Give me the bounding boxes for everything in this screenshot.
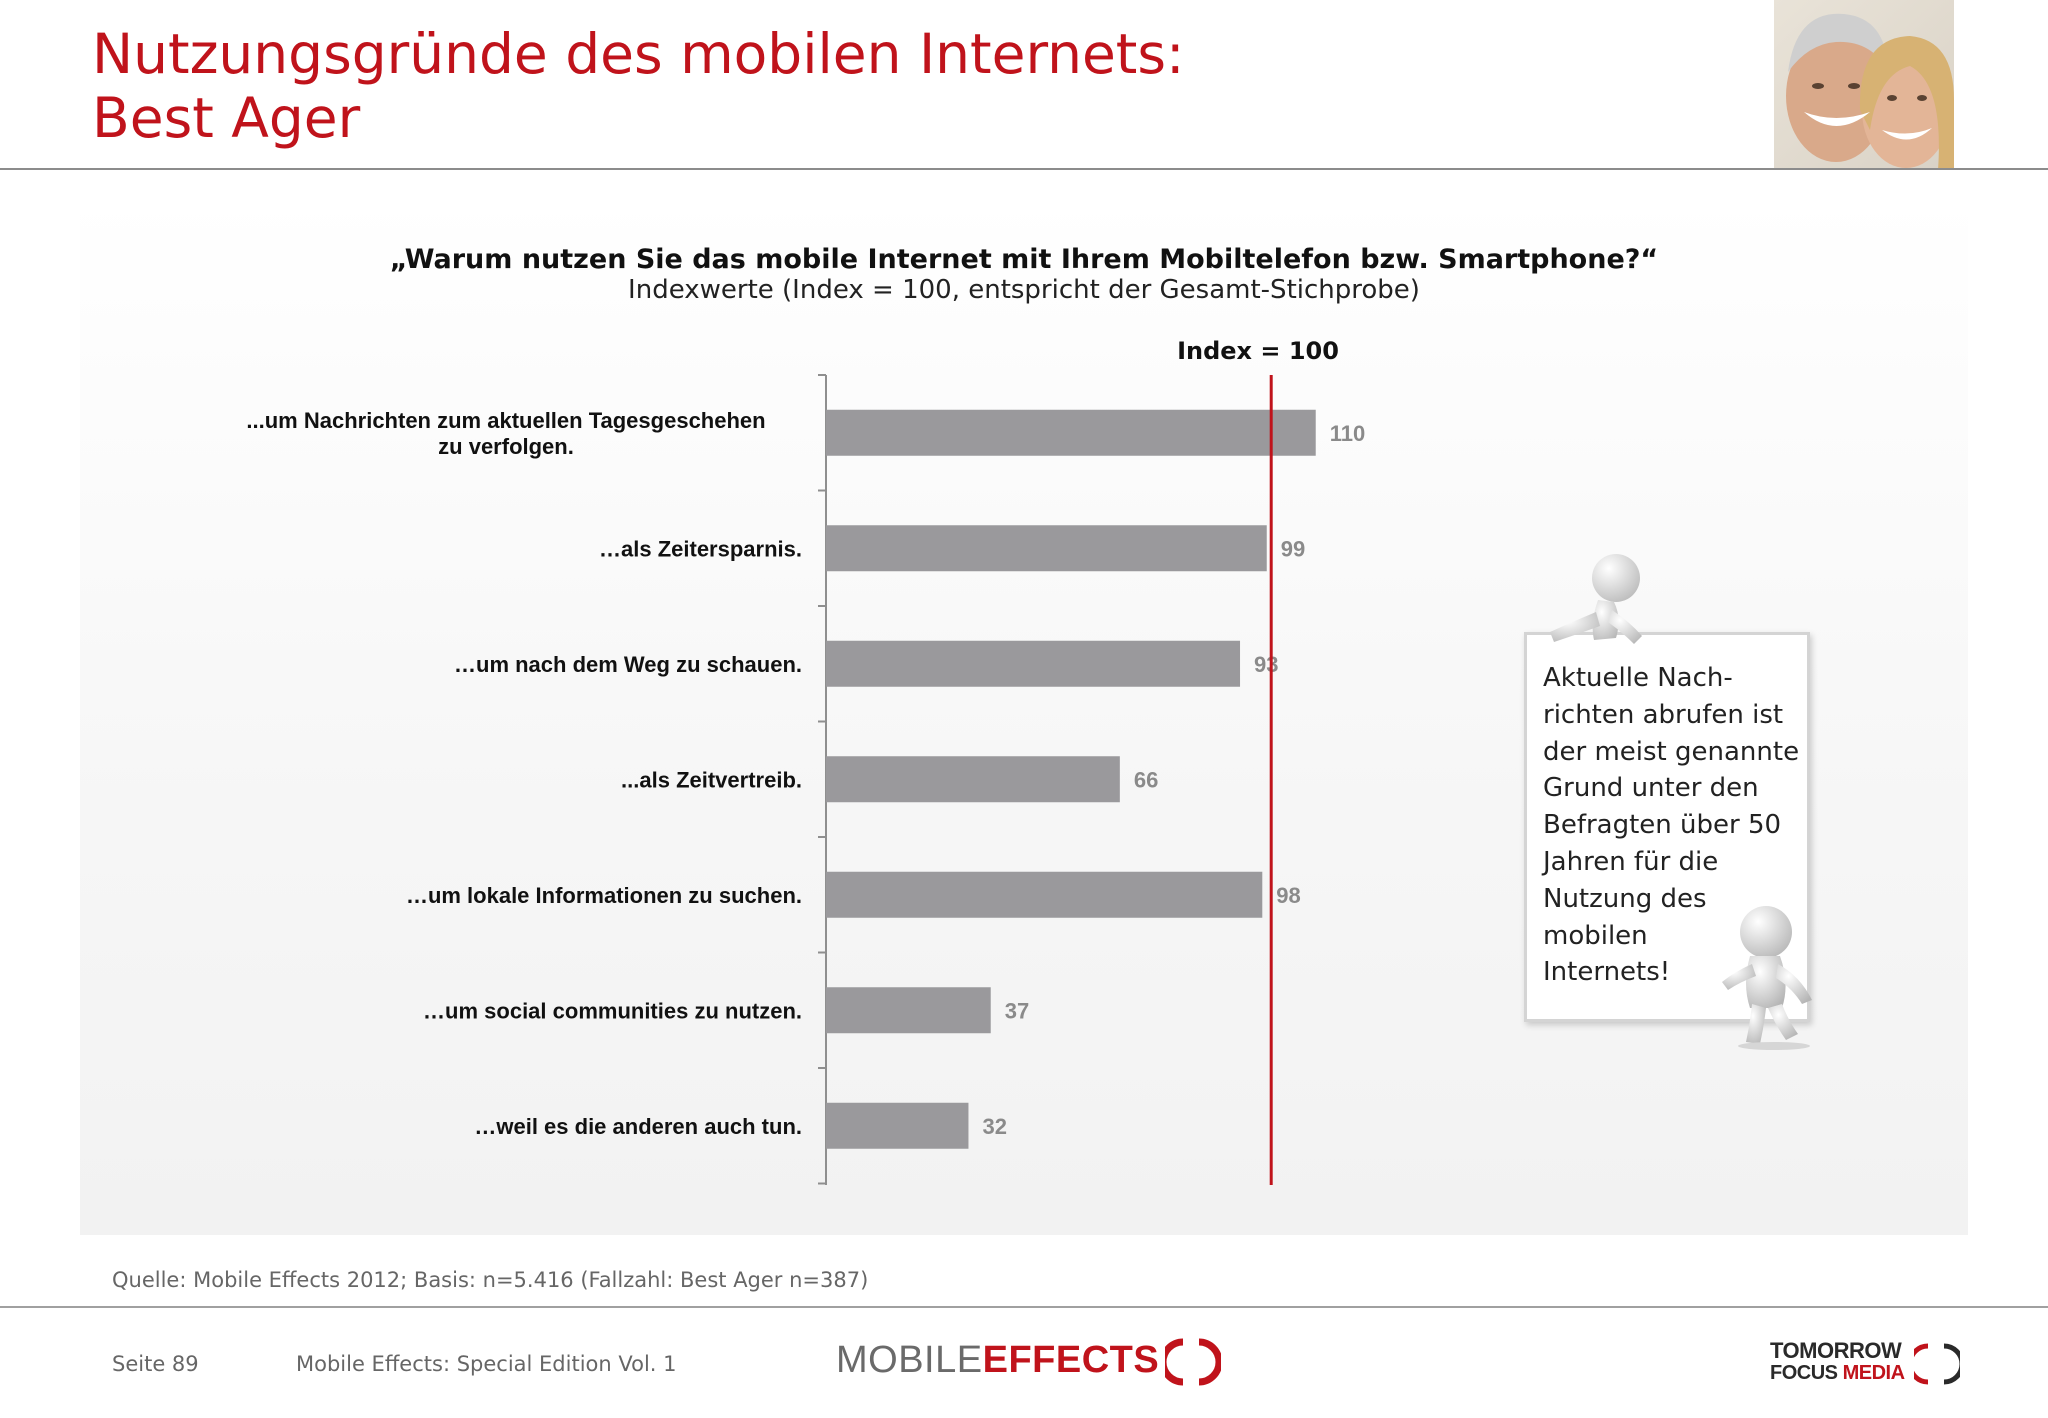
category-label: ...um Nachrichten zum aktuellen Tagesges… <box>246 408 765 459</box>
bar-value-label: 66 <box>1134 767 1158 792</box>
callout-line: Nutzung des <box>1543 883 1707 914</box>
callout-line: Befragten über 50 <box>1543 810 1782 841</box>
chart-subtitle: Indexwerte (Index = 100, entspricht der … <box>628 275 1420 305</box>
category-label: …um nach dem Weg zu schauen. <box>454 652 802 677</box>
bar-value-label: 110 <box>1330 421 1366 446</box>
bar <box>826 1102 969 1149</box>
mobile-effects-logo: MOBILEEFFECTS <box>836 1338 1222 1386</box>
bar-value-label: 37 <box>1005 998 1029 1023</box>
figure-top-icon <box>1550 554 1642 644</box>
category-label: …um social communities zu nutzen. <box>423 998 802 1023</box>
figure-bottom-icon <box>1722 906 1812 1050</box>
bar <box>826 525 1267 572</box>
tfm-bracket-icon <box>1914 1343 1960 1385</box>
logo-word-focus: FOCUS <box>1770 1362 1843 1384</box>
footer-divider <box>0 1306 2048 1308</box>
bar-value-label: 32 <box>982 1114 1006 1139</box>
callout-line: Jahren für die <box>1543 846 1719 877</box>
callout-line: Aktuelle Nach- <box>1543 663 1733 693</box>
index-reference-label: Index = 100 <box>1177 337 1339 365</box>
callout-line: Grund unter den <box>1543 773 1759 804</box>
callout-line: der meist genannte <box>1543 736 1800 767</box>
bar <box>826 987 991 1034</box>
logo-word-media: MEDIA <box>1842 1362 1905 1384</box>
callout-line: richten abrufen ist <box>1543 699 1784 730</box>
couple-photo <box>1774 0 1954 170</box>
page-number: Seite 89 <box>112 1352 199 1376</box>
logo-word-tomorrow: TOMORROW <box>1770 1338 1902 1363</box>
title-line-1: Nutzungsgründe des mobilen Internets: <box>92 22 1185 86</box>
bar <box>826 756 1120 803</box>
chart-title: „Warum nutzen Sie das mobile Internet mi… <box>389 244 1659 275</box>
bar <box>826 640 1241 687</box>
callout-line: mobilen <box>1543 920 1648 951</box>
category-label: …weil es die anderen auch tun. <box>474 1114 802 1139</box>
logo-word-effects: EFFECTS <box>982 1339 1160 1382</box>
slide-title: Nutzungsgründe des mobilen Internets: Be… <box>92 22 1185 150</box>
title-line-2: Best Ager <box>92 86 361 150</box>
bar-value-label: 98 <box>1276 883 1300 908</box>
bar <box>826 871 1263 918</box>
source-note: Quelle: Mobile Effects 2012; Basis: n=5.… <box>112 1268 869 1292</box>
header-divider <box>0 168 2048 170</box>
bar-value-label: 93 <box>1254 652 1278 677</box>
publication-name: Mobile Effects: Special Edition Vol. 1 <box>296 1352 677 1376</box>
callout-line: Internets! <box>1543 957 1671 988</box>
logo-word-mobile: MOBILE <box>836 1339 983 1382</box>
tomorrow-focus-media-logo: TOMORROW FOCUS MEDIA <box>1770 1338 1905 1385</box>
category-label: ...als Zeitvertreib. <box>621 767 802 792</box>
bar <box>826 409 1316 456</box>
logo-words-focus-media: FOCUS MEDIA <box>1770 1362 1905 1384</box>
logo-bracket-icon <box>1165 1338 1222 1386</box>
bar-value-label: 99 <box>1281 536 1305 561</box>
callout-text: Aktuelle Nach- richten abrufen ist der m… <box>1543 660 1813 991</box>
category-label: …als Zeitersparnis. <box>599 536 802 561</box>
category-label: …um lokale Informationen zu suchen. <box>406 883 802 908</box>
